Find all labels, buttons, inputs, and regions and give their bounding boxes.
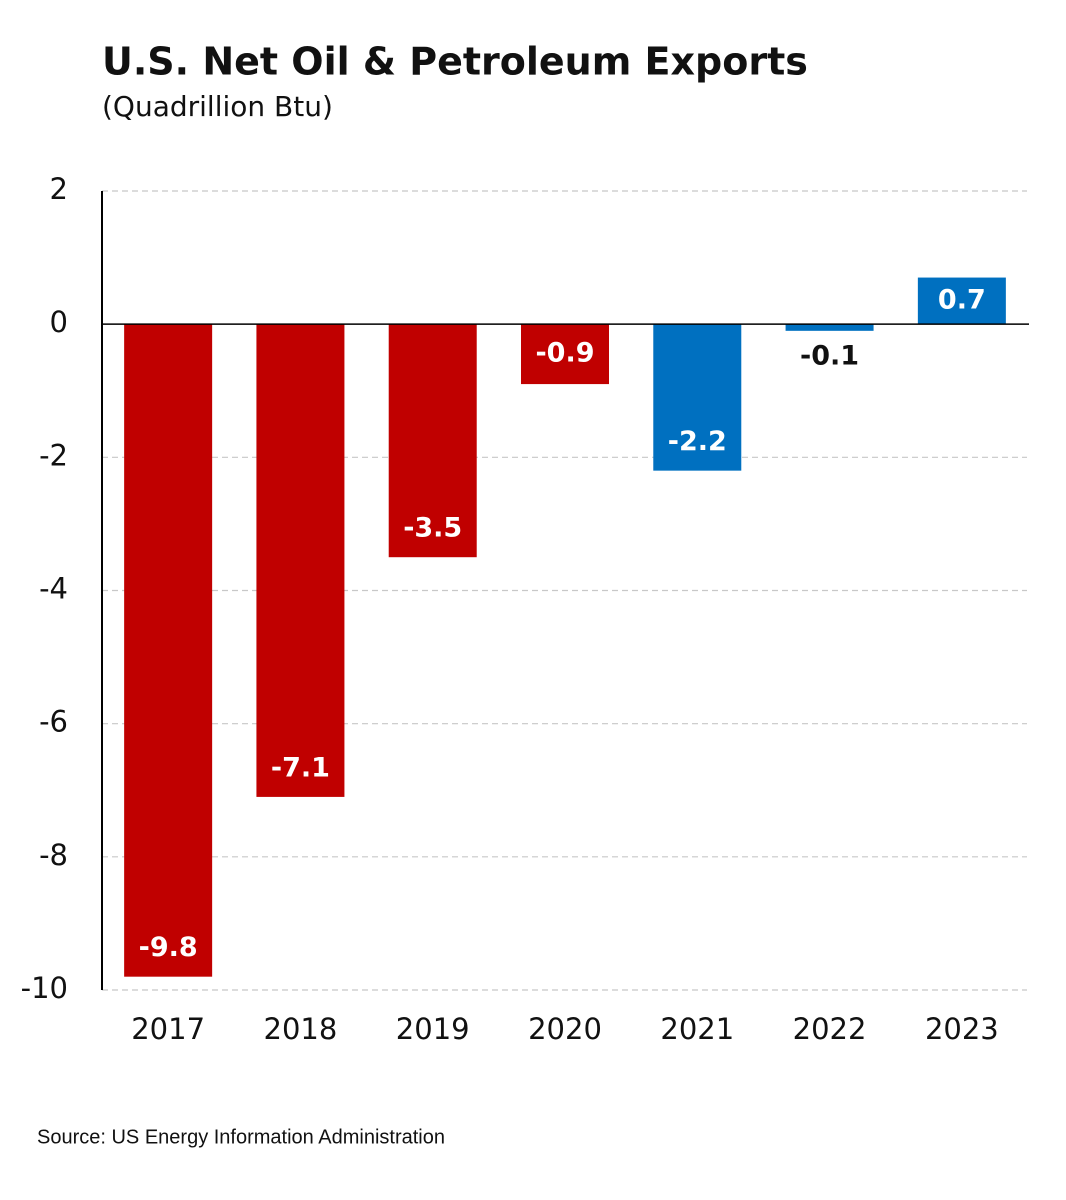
- value-label: -0.9: [535, 338, 594, 369]
- value-label: -2.2: [668, 426, 727, 457]
- bar: [653, 324, 742, 471]
- value-label: 0.7: [938, 284, 986, 315]
- bar: [917, 277, 1006, 325]
- x-tick-label: 2022: [793, 1012, 867, 1046]
- y-tick-label: -10: [21, 971, 68, 1005]
- source-note: Source: US Energy Information Administra…: [37, 1126, 445, 1148]
- chart-subtitle: (Quadrillion Btu): [102, 90, 333, 123]
- y-tick-label: 0: [50, 305, 68, 339]
- y-tick-label: -2: [39, 438, 68, 472]
- chart-title: U.S. Net Oil & Petroleum Exports: [102, 40, 808, 84]
- x-tick-label: 2021: [660, 1012, 734, 1046]
- y-tick-label: -4: [39, 572, 68, 606]
- y-tick-label: 2: [50, 172, 68, 206]
- x-tick-label: 2020: [528, 1012, 602, 1046]
- y-tick-label: -8: [39, 838, 68, 872]
- value-label: -7.1: [271, 752, 330, 783]
- bar: [256, 324, 345, 797]
- x-tick-label: 2023: [925, 1012, 999, 1046]
- x-tick-label: 2019: [396, 1012, 470, 1046]
- bar: [124, 324, 213, 977]
- value-label: -3.5: [403, 513, 462, 544]
- bar: [388, 324, 477, 558]
- x-tick-label: 2017: [131, 1012, 205, 1046]
- value-label: -0.1: [800, 340, 859, 371]
- value-label: -9.8: [139, 932, 198, 963]
- y-tick-label: -6: [39, 705, 68, 739]
- bar: [521, 324, 609, 385]
- x-tick-label: 2018: [264, 1012, 338, 1046]
- bar: [785, 324, 874, 331]
